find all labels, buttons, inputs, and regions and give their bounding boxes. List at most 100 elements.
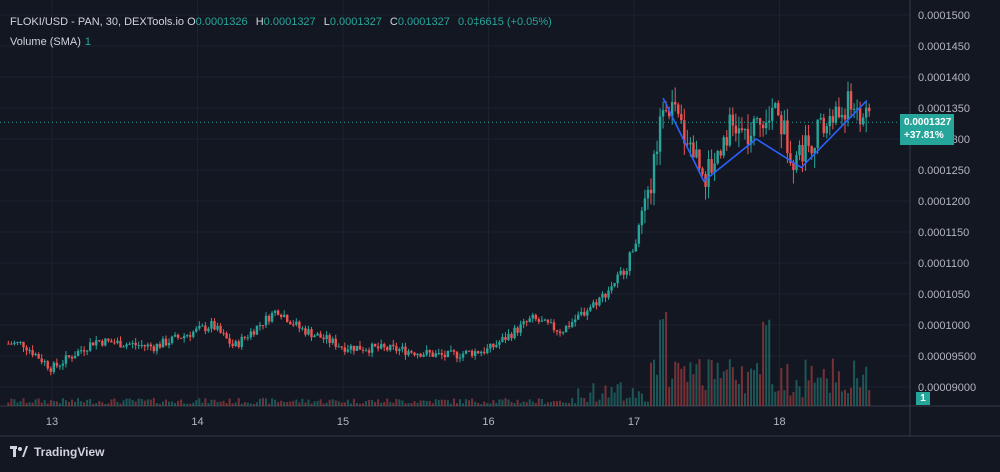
volume-bar	[240, 403, 243, 406]
candle-body	[207, 328, 210, 332]
volume-bar	[789, 395, 792, 406]
volume-bar	[762, 321, 765, 406]
candle-body	[461, 353, 465, 358]
x-tick-label: 16	[482, 416, 494, 428]
candle-body	[531, 314, 534, 319]
volume-bar	[19, 401, 22, 406]
candle-body	[567, 325, 571, 327]
volume-bar	[592, 383, 595, 406]
volume-bar	[168, 401, 171, 406]
candle-body	[692, 142, 695, 158]
candle-body	[637, 225, 641, 244]
candle-body	[655, 151, 659, 155]
candle-body	[825, 126, 828, 134]
volume-bar	[222, 400, 225, 406]
volume-bar	[546, 402, 549, 406]
candle-body	[134, 342, 137, 346]
candle-body	[452, 350, 456, 352]
volume-bar	[474, 401, 477, 406]
volume-bar	[649, 362, 652, 406]
volume-bar	[419, 400, 422, 406]
volume-bar	[540, 399, 543, 406]
volume-bar	[116, 401, 119, 406]
candle-body	[398, 349, 401, 352]
volume-bar	[40, 402, 43, 406]
volume-bar	[83, 402, 86, 406]
candle-body	[658, 116, 662, 152]
candle-body	[686, 143, 689, 145]
volume-bar	[662, 319, 665, 406]
candle-body	[455, 351, 459, 359]
volume-bar	[610, 386, 613, 406]
volume-bar	[816, 377, 819, 406]
volume-bar	[495, 402, 498, 406]
volume-bar	[362, 403, 365, 406]
candle-body	[492, 343, 495, 348]
candle-body	[573, 319, 577, 323]
volume-bar	[492, 400, 495, 406]
candle-body	[373, 343, 377, 347]
volume-bar	[446, 400, 449, 406]
volume-bar	[440, 399, 443, 406]
candle-body	[440, 353, 444, 355]
candle-body	[801, 144, 804, 162]
volume-bar	[49, 400, 52, 406]
tradingview-brand[interactable]: TradingView	[10, 445, 104, 459]
candle-body	[319, 333, 322, 338]
candle-body	[422, 354, 425, 357]
x-tick-label: 15	[337, 416, 349, 428]
candle-body	[301, 328, 304, 330]
candle-body	[680, 113, 683, 121]
volume-bar	[258, 398, 261, 406]
volume-bar	[701, 385, 704, 406]
candle-body	[101, 340, 104, 346]
volume-bar	[213, 399, 216, 406]
volume-bar	[510, 401, 513, 406]
candle-body	[349, 345, 353, 350]
candle-body	[640, 210, 644, 226]
volume-bar	[471, 398, 474, 406]
volume-bar	[568, 402, 571, 406]
volume-bar	[795, 380, 798, 406]
candle-body	[49, 368, 52, 372]
volume-bar	[137, 398, 140, 406]
candle-body	[225, 333, 228, 339]
candle-body	[598, 297, 601, 306]
candle-body	[852, 109, 856, 111]
volume-bar	[204, 398, 207, 406]
volume-bar	[34, 399, 37, 406]
pattern-drawing	[662, 97, 868, 183]
volume-bar	[355, 402, 358, 406]
candle-body	[664, 110, 668, 112]
y-tick-label: 0.0001450	[918, 41, 970, 53]
candle-body	[46, 361, 49, 369]
open-value: 0.0001326	[195, 16, 248, 28]
candle-body	[749, 135, 753, 145]
volume-bar	[395, 399, 398, 406]
volume-bar	[659, 319, 662, 406]
volume-bar	[459, 399, 462, 406]
candle-body	[149, 344, 153, 347]
volume-bar	[480, 403, 483, 406]
candle-body	[361, 349, 365, 351]
volume-bar	[725, 369, 728, 406]
candle-body	[583, 311, 586, 316]
candle-body	[464, 350, 468, 354]
volume-bar	[431, 403, 434, 406]
candle-body	[161, 338, 165, 348]
volume-bar	[416, 402, 419, 406]
volume-bar	[486, 403, 489, 406]
volume-bar	[801, 397, 804, 406]
volume-bar	[304, 402, 307, 406]
candle-body	[698, 149, 701, 169]
volume-bar	[580, 397, 583, 406]
candle-body	[725, 137, 728, 146]
volume-bar	[228, 398, 231, 406]
candle-body	[843, 114, 847, 120]
volume-bar	[358, 403, 361, 406]
candle-body	[164, 338, 168, 346]
candle-body	[419, 353, 422, 357]
volume-bar	[868, 390, 871, 406]
volume-bar	[586, 401, 589, 406]
